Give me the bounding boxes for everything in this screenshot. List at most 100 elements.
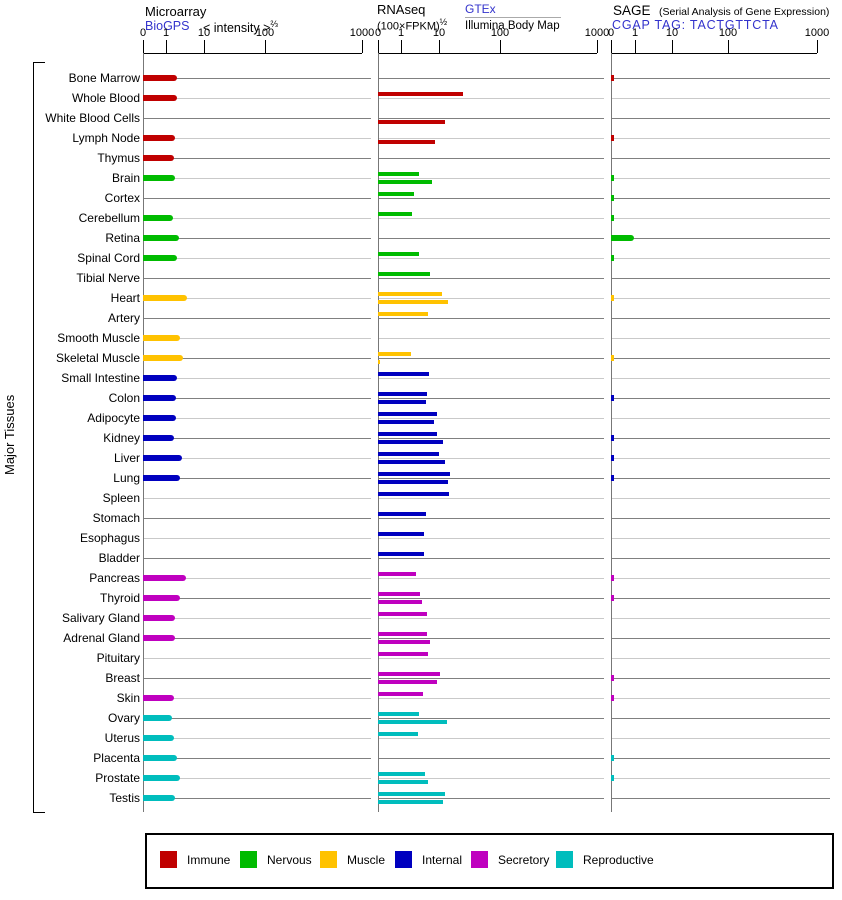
cgap-tag-link[interactable]: CGAP TAG: TACTGTTCTA xyxy=(612,18,779,32)
row-gridline xyxy=(379,598,604,599)
row-gridline xyxy=(379,238,604,239)
row-gridline xyxy=(144,438,371,439)
row-gridline xyxy=(612,658,830,659)
row-gridline xyxy=(144,378,371,379)
row-gridline xyxy=(379,658,604,659)
intensity-exponent: ⅔ xyxy=(270,19,278,29)
expression-bar-microarray xyxy=(143,215,173,221)
row-gridline xyxy=(379,378,604,379)
expression-bar-microarray xyxy=(143,755,178,761)
row-gridline xyxy=(612,718,830,719)
row-gridline xyxy=(612,378,830,379)
row-gridline xyxy=(144,538,371,539)
row-gridline xyxy=(612,798,830,799)
row-gridline xyxy=(379,258,604,259)
expression-bar-microarray xyxy=(143,775,180,781)
row-gridline xyxy=(144,778,371,779)
row-gridline xyxy=(612,398,830,399)
row-gridline xyxy=(612,158,830,159)
row-gridline xyxy=(612,338,830,339)
tissue-label: Lymph Node xyxy=(72,131,140,145)
tissue-label: Smooth Muscle xyxy=(57,331,140,345)
tissue-label: Breast xyxy=(105,671,140,685)
tissue-label: Ovary xyxy=(107,711,140,725)
tissue-label: Testis xyxy=(109,791,140,805)
expression-bar-rnaseq-gtex xyxy=(378,412,437,416)
microarray-intensity-label: < intensity >⅔ xyxy=(203,19,278,35)
expression-bar-rnaseq-gtex xyxy=(378,552,424,556)
expression-bar-rnaseq-gtex xyxy=(378,672,441,676)
row-gridline xyxy=(379,798,604,799)
expression-bar-rnaseq-illumina xyxy=(378,600,423,604)
tissue-label: Brain xyxy=(111,171,140,185)
axis-tick xyxy=(500,40,501,53)
row-gridline xyxy=(379,778,604,779)
axis-tick-label: 100 xyxy=(490,27,510,39)
expression-bar-rnaseq-illumina xyxy=(378,640,430,644)
axis-tick xyxy=(166,40,167,53)
row-gridline xyxy=(612,178,830,179)
row-gridline xyxy=(379,438,604,439)
tissue-label: Thymus xyxy=(97,151,140,165)
row-gridline xyxy=(144,678,371,679)
tissue-label: Liver xyxy=(113,451,140,465)
expression-bar-microarray xyxy=(143,175,175,181)
axis-tick-label: 100 xyxy=(255,27,275,39)
tissue-label: Cortex xyxy=(104,191,140,205)
row-gridline xyxy=(612,778,830,779)
expression-bar-rnaseq-gtex xyxy=(378,432,437,436)
row-gridline xyxy=(144,78,371,79)
axis-line xyxy=(143,53,362,54)
expression-bar-rnaseq-gtex xyxy=(378,192,414,196)
row-gridline xyxy=(144,638,371,639)
biogps-link[interactable]: BioGPS xyxy=(145,19,190,33)
row-gridline xyxy=(379,78,604,79)
expression-tick-sage xyxy=(611,255,614,261)
gtex-link[interactable]: GTEx xyxy=(465,2,496,16)
row-gridline xyxy=(144,318,371,319)
axis-tick xyxy=(817,40,818,53)
row-gridline xyxy=(144,358,371,359)
axis-tick xyxy=(597,40,598,53)
expression-bar-microarray xyxy=(143,475,180,481)
expression-bar-microarray xyxy=(143,575,187,581)
row-gridline xyxy=(379,338,604,339)
row-gridline xyxy=(379,198,604,199)
tissue-label: Adrenal Gland xyxy=(63,631,140,645)
tissue-label: Stomach xyxy=(92,511,140,525)
expression-bar-microarray xyxy=(143,75,177,81)
row-gridline xyxy=(612,618,830,619)
legend-box: Immune Nervous Muscle Internal Secretory Repr… xyxy=(145,833,834,889)
expression-tick-sage xyxy=(611,195,614,201)
expression-bar-rnaseq-gtex xyxy=(378,92,464,96)
row-gridline xyxy=(612,118,830,119)
expression-bar-rnaseq-gtex xyxy=(378,712,420,716)
legend-swatch xyxy=(556,851,573,868)
row-gridline xyxy=(144,498,371,499)
row-gridline xyxy=(612,138,830,139)
row-gridline xyxy=(144,558,371,559)
expression-bar-rnaseq-gtex xyxy=(378,272,430,276)
expression-bar-rnaseq-illumina xyxy=(378,180,433,184)
tissue-label: Bone Marrow xyxy=(68,71,140,85)
expression-bar-microarray xyxy=(143,415,176,421)
expression-bar-rnaseq-illumina xyxy=(378,400,426,404)
axis-tick-label: 1 xyxy=(631,27,639,39)
axis-tick xyxy=(143,40,144,53)
rnaseq-units-label: (100×FPKM)½ xyxy=(377,17,447,33)
row-gridline xyxy=(379,178,604,179)
expression-bar-rnaseq-gtex xyxy=(378,392,427,396)
expression-bar-rnaseq-illumina xyxy=(378,680,437,684)
expression-bar-microarray xyxy=(143,395,176,401)
row-gridline xyxy=(144,238,371,239)
expression-bar-rnaseq-gtex xyxy=(378,252,420,256)
expression-bar-rnaseq-gtex xyxy=(378,792,445,796)
row-gridline xyxy=(379,738,604,739)
axis-tick xyxy=(611,40,612,53)
row-gridline xyxy=(144,118,371,119)
axis-tick xyxy=(672,40,673,53)
tissue-label: Spleen xyxy=(102,491,140,505)
row-gridline xyxy=(612,238,830,239)
sage-title: SAGE xyxy=(613,3,651,18)
